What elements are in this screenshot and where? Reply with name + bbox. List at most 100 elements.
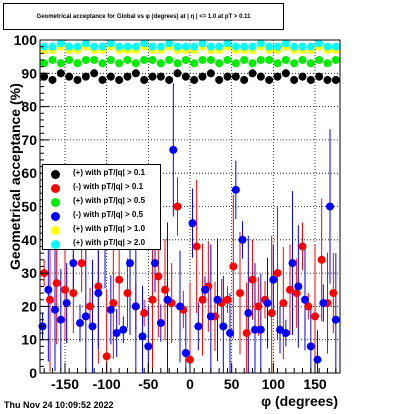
data-point xyxy=(156,319,165,328)
data-point xyxy=(56,59,65,68)
data-point xyxy=(181,55,190,64)
data-point xyxy=(194,322,203,331)
legend-label: (+) with pT/|q| > 1.0 xyxy=(73,224,146,233)
data-point xyxy=(206,69,215,78)
x-tick-label: -100 xyxy=(93,376,121,392)
data-point xyxy=(281,55,290,64)
axis-ticks: -150 -100 -50 0 50 100 150 0 10 20 30 40 50 60 70 80 90 1… xyxy=(14,32,337,392)
data-point xyxy=(311,312,319,321)
data-point xyxy=(263,299,272,308)
data-point xyxy=(126,259,134,268)
data-point xyxy=(56,315,65,324)
timestamp: Thu Nov 24 10:09:52 2022 xyxy=(4,400,114,410)
data-point xyxy=(326,202,334,211)
data-point xyxy=(140,75,149,84)
data-points xyxy=(38,39,340,364)
data-point xyxy=(48,42,57,51)
data-point xyxy=(236,289,244,298)
legend: (+) with pT/|q| > 0.1 (-) with pT/|q| > 0… xyxy=(42,164,161,250)
data-point xyxy=(290,59,299,68)
data-point xyxy=(98,59,107,68)
data-point xyxy=(69,289,78,298)
data-point xyxy=(281,39,290,48)
data-point xyxy=(248,69,257,78)
data-point xyxy=(244,309,253,318)
data-point xyxy=(315,39,324,48)
data-point xyxy=(213,295,222,304)
data-point xyxy=(223,39,232,48)
data-point xyxy=(273,269,282,278)
data-point xyxy=(90,42,99,51)
x-tick-label: -50 xyxy=(138,376,158,392)
data-point xyxy=(115,275,124,284)
data-point xyxy=(148,295,157,304)
data-point xyxy=(73,42,82,51)
data-point xyxy=(176,302,184,311)
data-point xyxy=(288,259,297,268)
data-point xyxy=(115,75,124,84)
data-point xyxy=(88,322,97,331)
legend-label: (+) with pT/|q| > 2.0 xyxy=(73,238,146,247)
data-point xyxy=(81,39,90,48)
legend-entry: (-) with pT/|q| > 0.1 xyxy=(43,181,160,195)
data-point xyxy=(238,235,247,244)
legend-label: (+) with pT/|q| > 0.1 xyxy=(73,168,146,177)
legend-entry: (-) with pT/|q| > 0.5 xyxy=(43,209,160,223)
data-point xyxy=(163,295,172,304)
x-tick-label: 0 xyxy=(186,376,194,392)
data-point xyxy=(292,289,301,298)
data-point xyxy=(198,55,207,64)
data-point xyxy=(190,42,199,51)
data-point xyxy=(206,312,215,321)
data-point xyxy=(256,55,265,64)
data-point xyxy=(123,289,132,298)
data-point xyxy=(248,275,257,284)
legend-entry: (+) with pT/|q| > 1.0 xyxy=(43,223,160,237)
data-point xyxy=(226,329,234,338)
legend-marker xyxy=(51,170,60,179)
data-point xyxy=(276,325,284,334)
data-point xyxy=(215,59,224,68)
data-point xyxy=(304,302,313,311)
data-point xyxy=(148,42,157,51)
x-tick-label: 150 xyxy=(303,376,327,392)
data-point xyxy=(115,59,124,68)
data-point xyxy=(306,42,315,51)
x-tick-label: 100 xyxy=(262,376,286,392)
data-point xyxy=(256,39,265,48)
data-point xyxy=(109,299,118,308)
data-point xyxy=(219,322,228,331)
data-point xyxy=(48,75,57,84)
data-point xyxy=(281,329,290,338)
data-point xyxy=(306,75,315,84)
data-point xyxy=(286,285,294,294)
data-point xyxy=(223,295,232,304)
data-point xyxy=(265,42,274,51)
data-point xyxy=(298,42,307,51)
data-point xyxy=(248,42,257,51)
data-point xyxy=(290,42,299,51)
data-point xyxy=(169,145,178,154)
y-tick-label: 10 xyxy=(21,332,37,348)
data-point xyxy=(229,262,238,271)
data-point xyxy=(138,332,147,341)
data-point xyxy=(231,59,240,68)
data-point xyxy=(94,282,103,291)
data-point xyxy=(165,55,174,64)
data-point xyxy=(256,325,265,334)
data-point xyxy=(173,69,182,78)
y-tick-label: 90 xyxy=(21,65,37,81)
data-point xyxy=(115,42,124,51)
data-point xyxy=(231,42,240,51)
x-tick-label: 50 xyxy=(224,376,240,392)
data-point xyxy=(65,55,74,64)
data-point xyxy=(131,69,140,78)
data-point xyxy=(81,55,90,64)
data-point xyxy=(144,342,153,351)
data-point xyxy=(40,42,49,51)
data-point xyxy=(251,325,259,334)
y-tick-label: 50 xyxy=(21,199,37,215)
legend-entry: (+) with pT/|q| > 0.1 xyxy=(43,167,160,181)
data-point xyxy=(106,55,115,64)
y-tick-label: 60 xyxy=(21,165,37,181)
